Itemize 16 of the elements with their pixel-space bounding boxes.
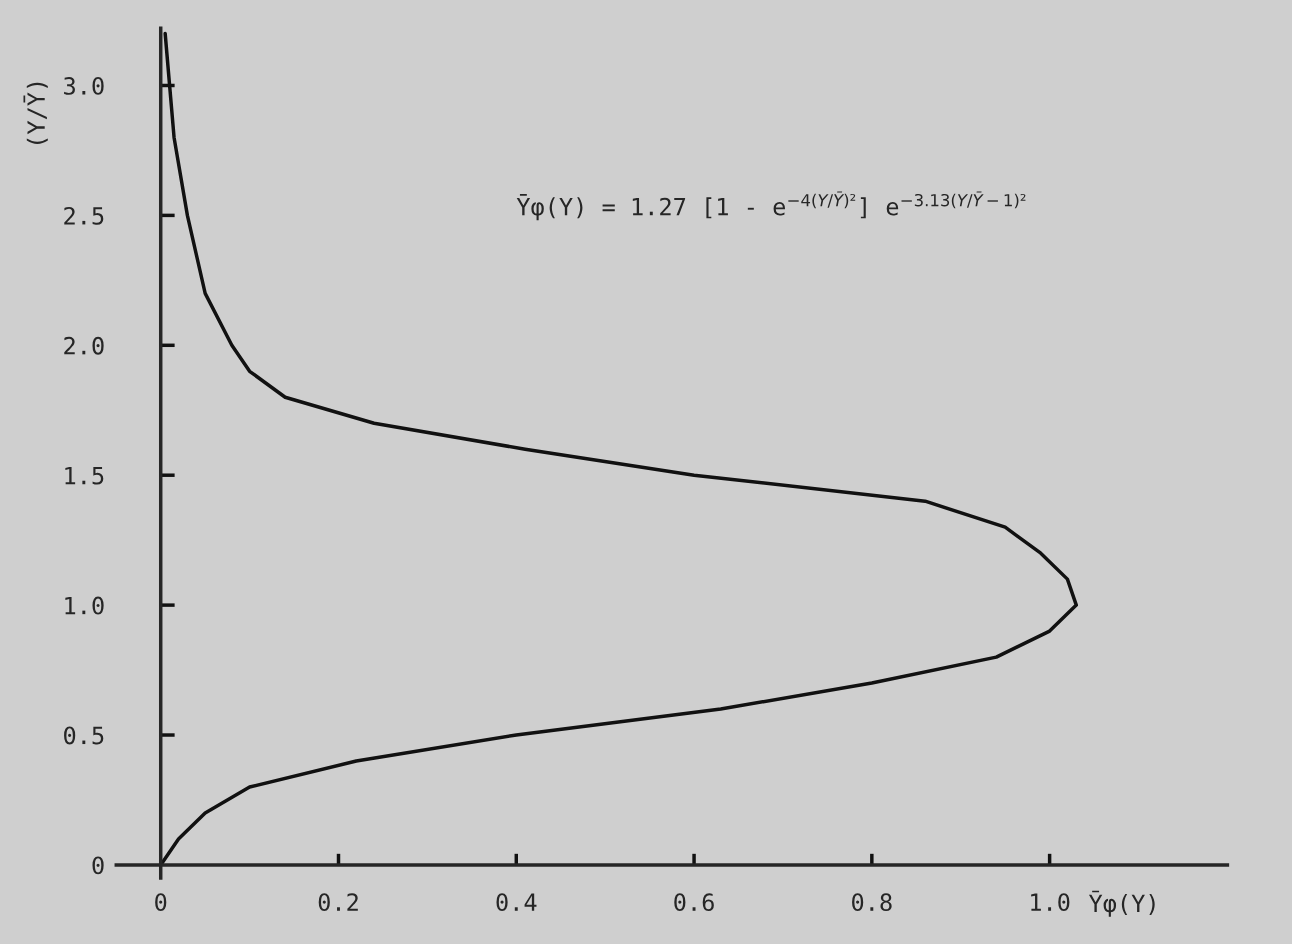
x-tick-label: 0.2 [318,893,358,912]
x-tick-label: 0.6 [674,893,714,912]
y-axis-title: (Y/Ȳ) [23,82,48,144]
y-tick-label: 3.0 [64,76,104,95]
y-tick-label: 1.5 [65,467,104,485]
y-tick-label: 2.0 [64,336,104,355]
x-tick-label: 0.4 [496,893,537,912]
x-tick-label: 0.8 [852,893,892,912]
y-tick-label: 1.0 [65,596,104,615]
x-axis-title: Ȳφ(Y) [1088,890,1155,917]
y-tick-label: 0.5 [64,726,104,745]
x-tick-label: 0 [155,893,167,912]
annotation: Ȳφ(Y) = 1.27 [1 - e$^{−4(Y/Ȳ)²}$] e$^{−3.13(Y/Ȳ−1)²}$ [516,191,1026,221]
x-tick-label: 1.0 [1031,893,1070,912]
y-tick-label: 0 [92,856,104,875]
y-tick-label: 2.5 [64,206,104,225]
